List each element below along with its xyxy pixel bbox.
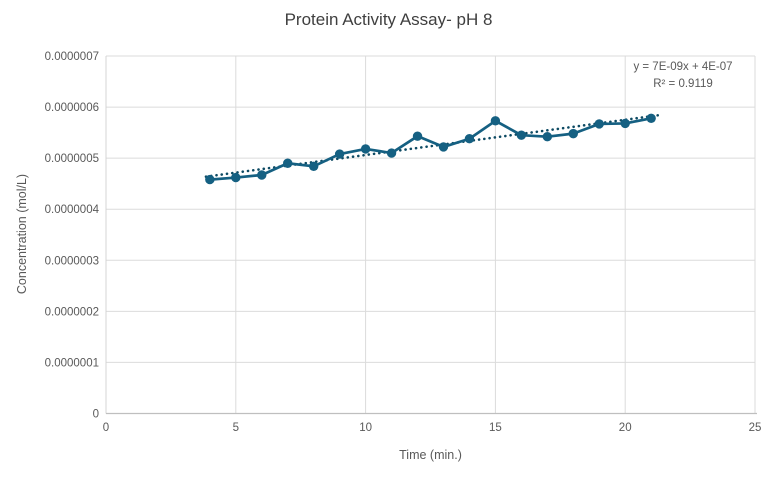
x-axis-title: Time (min.): [399, 448, 462, 462]
y-axis-title: Concentration (mol/L): [15, 173, 29, 295]
data-point-marker: [412, 131, 423, 141]
x-tick-label: 0: [103, 422, 109, 434]
trendline: [204, 113, 663, 178]
trendline-r-squared: R² = 0.9119: [653, 78, 713, 90]
data-point-marker: [620, 118, 630, 129]
x-tick-label: 5: [233, 422, 239, 434]
x-tick-label: 15: [489, 422, 502, 434]
x-tick-label: 20: [619, 422, 632, 434]
y-tick-label: 0.0000006: [45, 102, 99, 114]
trendline-label: y = 7E-09x + 4E-07 R² = 0.9119: [601, 59, 765, 93]
y-tick-label: 0.0000003: [45, 255, 99, 267]
data-point-marker: [283, 158, 293, 168]
data-point-marker: [231, 172, 241, 183]
data-point-marker: [464, 134, 475, 144]
data-point-marker: [594, 119, 604, 129]
data-point-marker: [490, 116, 501, 126]
y-tick-label: 0.0000001: [45, 357, 99, 369]
x-tick-label: 25: [749, 422, 762, 434]
data-point-marker: [542, 131, 553, 142]
data-point-marker: [646, 113, 656, 124]
data-series-line: [208, 116, 653, 181]
x-tick-label: 10: [359, 422, 372, 434]
data-point-marker: [205, 174, 215, 185]
data-point-marker: [568, 128, 578, 139]
data-point-marker: [334, 149, 345, 159]
data-point-marker: [516, 130, 527, 140]
data-point-marker: [438, 142, 449, 152]
data-point-marker: [386, 148, 397, 158]
y-tick-label: 0.0000005: [45, 153, 99, 165]
chart-title: Protein Activity Assay- pH 8: [284, 10, 493, 29]
data-point-marker: [360, 144, 371, 154]
y-tick-label: 0.0000002: [45, 306, 99, 318]
y-tick-label: 0.0000007: [45, 51, 99, 63]
data-point-marker: [308, 161, 319, 172]
data-point-marker: [257, 170, 267, 180]
y-tick-label: 0.0000004: [45, 204, 100, 216]
trendline-equation: y = 7E-09x + 4E-07: [633, 61, 733, 73]
y-tick-label: 0: [93, 409, 99, 421]
